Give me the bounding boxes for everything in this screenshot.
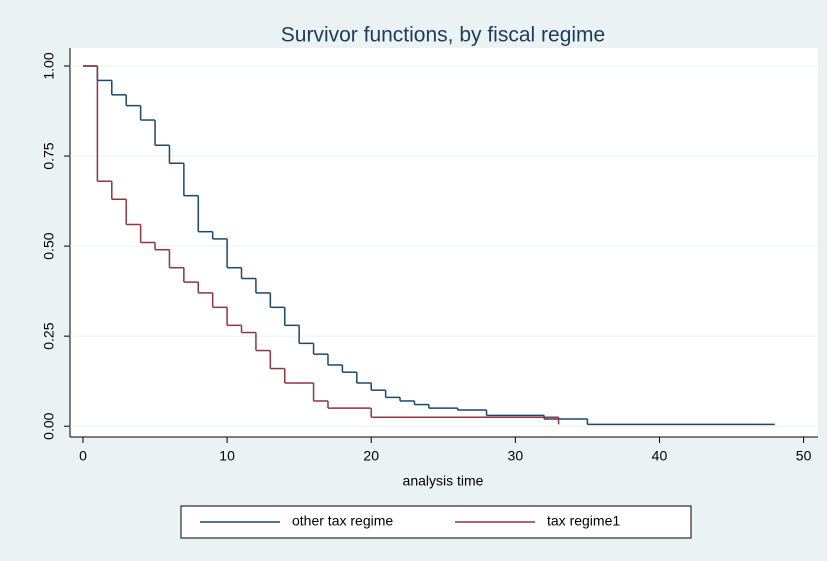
y-tick-label: 0.25	[41, 322, 57, 349]
x-tick-label: 40	[652, 448, 668, 464]
y-tick-label: 1.00	[41, 52, 57, 79]
legend-label: tax regime1	[547, 513, 620, 529]
y-tick-label: 0.50	[41, 232, 57, 259]
chart-title: Survivor functions, by fiscal regime	[281, 24, 605, 47]
x-axis-title: analysis time	[403, 473, 484, 489]
y-tick-label: 0.00	[41, 412, 57, 439]
x-tick-label: 20	[363, 448, 379, 464]
y-tick-label: 0.75	[41, 142, 57, 169]
x-tick-label: 30	[508, 448, 524, 464]
x-tick-label: 50	[796, 448, 812, 464]
x-tick-label: 10	[219, 448, 235, 464]
plot-area	[70, 48, 818, 437]
legend-label: other tax regime	[292, 513, 393, 529]
x-tick-label: 0	[79, 448, 87, 464]
